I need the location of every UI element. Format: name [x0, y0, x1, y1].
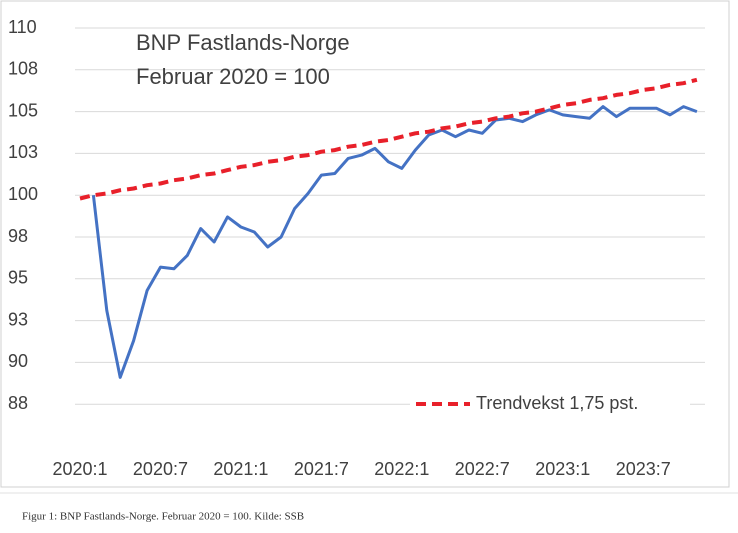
x-tick-label: 2020:7: [133, 459, 188, 479]
x-tick-label: 2020:1: [52, 459, 107, 479]
y-tick-label: 103: [8, 142, 38, 162]
chart-title: BNP Fastlands-Norge: [136, 30, 350, 55]
y-tick-label: 88: [8, 393, 28, 413]
y-tick-label: 95: [8, 268, 28, 288]
y-tick-label: 98: [8, 226, 28, 246]
grid: 88 90 93 95 98 100 103 105 108 110: [8, 17, 705, 413]
series-line: [79, 77, 698, 201]
caption: Figur 1: BNP Fastlands-Norge. Februar 20…: [22, 511, 304, 523]
x-tick-label: 2022:1: [374, 459, 429, 479]
x-tick-label: 2022:7: [455, 459, 510, 479]
y-tick-label: 90: [8, 351, 28, 371]
x-tick-label: 2023:7: [616, 459, 671, 479]
series-line: [91, 105, 698, 379]
y-tick-label: 105: [8, 100, 38, 120]
y-tick-label: 100: [8, 184, 38, 204]
chart-subtitle: Februar 2020 = 100: [136, 64, 330, 89]
y-tick-label: 108: [8, 59, 38, 79]
x-tick-label: 2021:7: [294, 459, 349, 479]
legend-label: Trendvekst 1,75 pst.: [476, 393, 638, 413]
x-tick-label: 2021:1: [213, 459, 268, 479]
plot: [79, 77, 698, 379]
x-tick-label: 2023:1: [535, 459, 590, 479]
y-tick-label: 93: [8, 309, 28, 329]
y-tick-label: 110: [8, 17, 37, 37]
